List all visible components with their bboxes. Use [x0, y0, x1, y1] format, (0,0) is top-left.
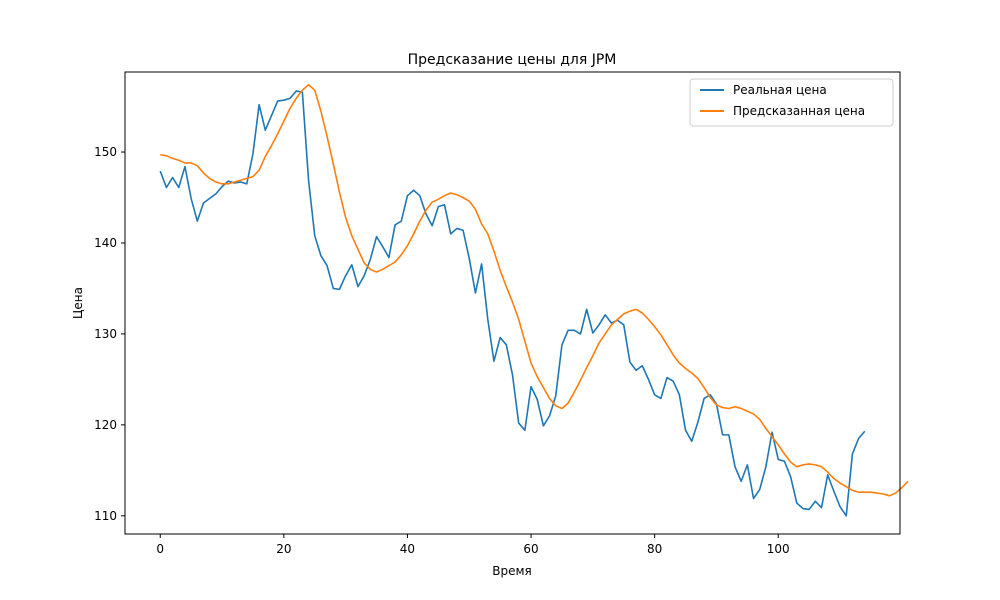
- x-tick-label: 40: [400, 542, 415, 556]
- plot-frame: [124, 71, 901, 535]
- y-axis-ticks: 110 120 130 140 150: [94, 145, 125, 523]
- x-tick-label: 100: [767, 542, 790, 556]
- y-tick-label: 140: [94, 236, 117, 250]
- y-tick-label: 110: [94, 509, 117, 523]
- series-layer: [159, 83, 909, 517]
- x-tick-label: 0: [156, 542, 164, 556]
- legend-box: [689, 78, 894, 127]
- series-line-predicted: [160, 83, 909, 497]
- chart-title: Предсказание цены для JPM: [408, 52, 617, 68]
- legend-label-predicted: Предсказанная цена: [733, 104, 865, 118]
- legend-label-real: Реальная цена: [733, 83, 827, 97]
- y-tick-label: 150: [94, 145, 117, 159]
- x-axis-ticks: 0 20 40 60 80 100: [156, 534, 790, 556]
- y-axis-label: Цена: [71, 287, 85, 319]
- x-tick-label: 80: [647, 542, 662, 556]
- legend: Реальная цена Предсказанная цена: [689, 78, 894, 127]
- x-tick-label: 20: [276, 542, 291, 556]
- x-tick-label: 60: [523, 542, 538, 556]
- x-axis-label: Время: [492, 564, 532, 578]
- series-line-real: [159, 90, 866, 517]
- y-tick-label: 120: [94, 418, 117, 432]
- y-tick-label: 130: [94, 327, 117, 341]
